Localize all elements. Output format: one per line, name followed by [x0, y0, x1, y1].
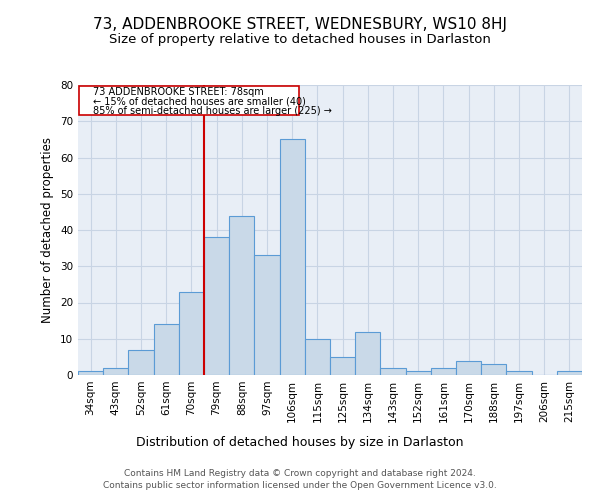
Bar	[254, 256, 280, 375]
Bar	[406, 372, 431, 375]
Bar	[229, 216, 254, 375]
Bar	[280, 140, 305, 375]
Text: Distribution of detached houses by size in Darlaston: Distribution of detached houses by size …	[136, 436, 464, 449]
Bar	[179, 292, 204, 375]
Text: ← 15% of detached houses are smaller (40): ← 15% of detached houses are smaller (40…	[93, 96, 306, 106]
Bar	[305, 339, 330, 375]
Bar	[103, 368, 128, 375]
Bar	[456, 360, 481, 375]
Bar	[154, 324, 179, 375]
Bar	[557, 372, 582, 375]
Text: 85% of semi-detached houses are larger (225) →: 85% of semi-detached houses are larger (…	[93, 106, 332, 116]
Bar	[506, 372, 532, 375]
Text: 73 ADDENBROOKE STREET: 78sqm: 73 ADDENBROOKE STREET: 78sqm	[93, 86, 264, 97]
Bar	[78, 372, 103, 375]
Bar	[330, 357, 355, 375]
Bar	[431, 368, 456, 375]
Text: 73, ADDENBROOKE STREET, WEDNESBURY, WS10 8HJ: 73, ADDENBROOKE STREET, WEDNESBURY, WS10…	[93, 18, 507, 32]
FancyBboxPatch shape	[79, 86, 299, 115]
Bar	[380, 368, 406, 375]
Text: Contains HM Land Registry data © Crown copyright and database right 2024.: Contains HM Land Registry data © Crown c…	[124, 470, 476, 478]
Bar	[481, 364, 506, 375]
Bar	[128, 350, 154, 375]
Bar	[355, 332, 380, 375]
Text: Size of property relative to detached houses in Darlaston: Size of property relative to detached ho…	[109, 32, 491, 46]
Text: Contains public sector information licensed under the Open Government Licence v3: Contains public sector information licen…	[103, 480, 497, 490]
Y-axis label: Number of detached properties: Number of detached properties	[41, 137, 55, 323]
Bar	[204, 238, 229, 375]
